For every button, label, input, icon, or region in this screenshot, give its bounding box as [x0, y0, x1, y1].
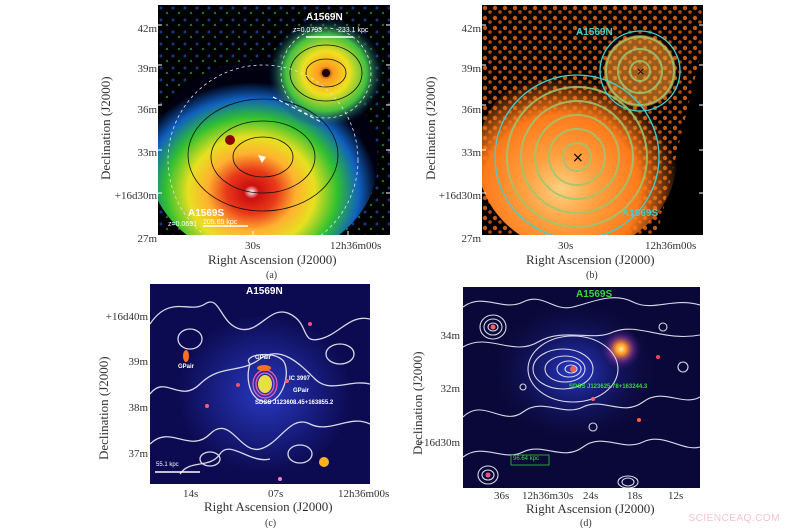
watermark: SCIENCEAQ.COM: [688, 513, 780, 524]
x-axis-title: Right Ascension (J2000): [208, 252, 337, 267]
panel-d-image: A1569S SDSS J123625.78+163244.3 96.64 kp…: [463, 287, 700, 488]
x-tick: 30s: [245, 240, 261, 252]
panel-c-image: A1569N GPair GPair IC 3997 GPair SDSS J1…: [150, 284, 370, 484]
x-tick: 12h36m00s: [338, 488, 390, 500]
cluster-label-south: A1569S: [188, 208, 225, 219]
galaxy-pair-label: GPair: [255, 355, 272, 361]
panel-caption: (a): [266, 270, 278, 281]
x-tick: 07s: [268, 488, 284, 500]
galaxy-pair-label: GPair: [293, 388, 310, 394]
y-tick: 42m: [461, 23, 481, 35]
optical-overlay-map: [150, 284, 370, 484]
x-tick: 18s: [627, 490, 643, 502]
svg-text:×: ×: [572, 150, 584, 166]
optical-overlay-map: [463, 287, 700, 488]
panel-b-image: × × A1569N A1569S: [482, 5, 703, 235]
x-tick: 12s: [668, 490, 684, 502]
y-tick: 37m: [128, 448, 148, 460]
cluster-label-south: A1569S: [622, 208, 659, 219]
y-axis-title: Declination (J2000): [410, 351, 425, 455]
y-tick: 39m: [461, 63, 481, 75]
y-tick: 39m: [128, 356, 148, 368]
svg-text:×: ×: [636, 65, 645, 78]
galaxy-label-sdss: SDSS J123608.45+163855.2: [255, 400, 334, 406]
xray-annulus-map: × ×: [482, 5, 703, 235]
galaxy-label-sdss: SDSS J123625.78+163244.3: [569, 384, 648, 390]
scale-bar-label-north: 233.1 kpc: [338, 27, 369, 34]
y-tick: +16d30m: [438, 190, 481, 202]
y-tick: 27m: [461, 233, 481, 245]
cluster-label: A1569N: [246, 286, 283, 297]
y-tick: +16d30m: [114, 190, 157, 202]
redshift-north: z=0.0793: [293, 27, 322, 34]
y-tick: 42m: [137, 23, 157, 35]
redshift-south: z=0.0691: [168, 221, 197, 228]
x-tick: 12h36m30s: [522, 490, 574, 502]
scale-bar-label: 96.64 kpc: [513, 456, 540, 462]
x-axis-title: Right Ascension (J2000): [204, 499, 333, 514]
cluster-label-north: A1569N: [576, 27, 613, 38]
y-tick: 36m: [461, 104, 481, 116]
galaxy-pair-label: GPair: [178, 364, 195, 370]
panel-a-image: A1569N z=0.0793 233.1 kpc A1569S z=0.069…: [158, 5, 390, 235]
y-axis-title: Declination (J2000): [96, 356, 111, 460]
xray-contour-map: [158, 5, 390, 235]
panel-caption: (c): [265, 518, 277, 529]
y-axis-title: Declination (J2000): [423, 76, 438, 180]
x-tick: 24s: [583, 490, 599, 502]
cluster-label: A1569S: [576, 289, 613, 300]
x-tick: 12h36m00s: [645, 240, 697, 252]
y-tick: 36m: [137, 104, 157, 116]
cluster-label-north: A1569N: [306, 12, 343, 23]
y-tick: +16d30m: [417, 437, 460, 449]
x-tick: 30s: [558, 240, 574, 252]
panel-caption: (b): [586, 270, 598, 281]
y-tick: 32m: [440, 383, 460, 395]
y-tick: 27m: [137, 233, 157, 245]
x-axis-title: Right Ascension (J2000): [526, 252, 655, 267]
galaxy-label-ic3997: IC 3997: [289, 376, 311, 382]
scale-bar-label: 55.1 kpc: [156, 462, 179, 468]
y-tick: 33m: [461, 147, 481, 159]
panel-caption: (d): [580, 518, 592, 529]
y-tick: 39m: [137, 63, 157, 75]
x-tick: 36s: [494, 490, 510, 502]
x-tick: 12h36m00s: [330, 240, 382, 252]
scale-bar-label-south: 205.65 kpc: [203, 219, 238, 226]
x-axis-title: Right Ascension (J2000): [526, 501, 655, 516]
y-tick: 34m: [440, 330, 460, 342]
x-tick: 14s: [183, 488, 199, 500]
y-tick: +16d40m: [105, 311, 148, 323]
y-axis-title: Declination (J2000): [98, 76, 113, 180]
y-tick: 38m: [128, 402, 148, 414]
y-tick: 33m: [137, 147, 157, 159]
